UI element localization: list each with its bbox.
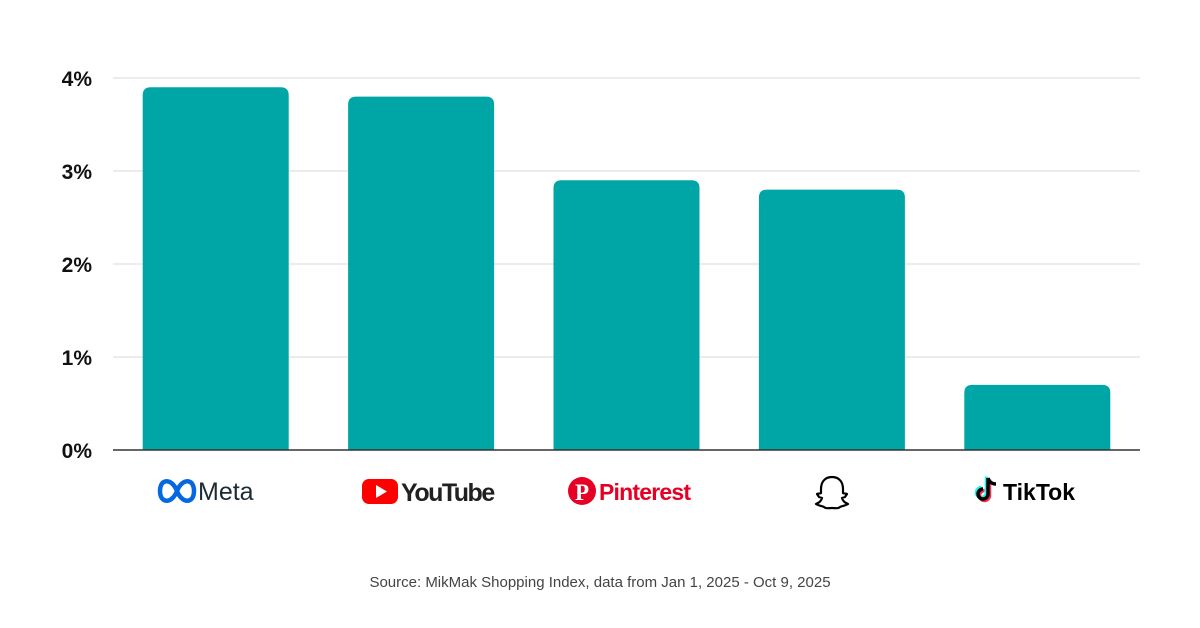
meta-infinity-icon	[157, 479, 197, 503]
snapchat-ghost-icon	[814, 475, 850, 510]
logo-snapchat	[814, 475, 850, 510]
y-tick-label: 3%	[62, 161, 93, 184]
logo-tiktok: TikTok	[974, 476, 1075, 505]
logo-label-youtube: YouTube	[401, 479, 495, 507]
y-tick-label: 4%	[62, 68, 93, 91]
logo-pinterest: P Pinterest	[568, 477, 692, 505]
y-tick-label: 1%	[62, 347, 93, 370]
bar-youtube	[348, 96, 495, 450]
y-axis-ticks: 0% 1% 2% 3% 4%	[62, 68, 93, 463]
logo-youtube: YouTube	[362, 479, 497, 507]
tiktok-note-icon	[974, 476, 997, 503]
logo-label-meta: Meta	[198, 478, 254, 506]
y-tick-label: 0%	[62, 440, 93, 463]
bar-tiktok	[964, 384, 1111, 450]
pinterest-p-letter: P	[575, 480, 589, 505]
bars	[142, 87, 1111, 451]
logo-label-pinterest: Pinterest	[599, 479, 691, 505]
bar-snapchat	[758, 189, 905, 450]
youtube-play-triangle-icon	[376, 485, 387, 498]
bar-pinterest	[553, 180, 700, 451]
bar-meta	[142, 87, 289, 451]
y-tick-label: 2%	[62, 254, 93, 277]
logo-meta: Meta	[157, 478, 254, 506]
logo-label-tiktok: TikTok	[1003, 479, 1075, 505]
source-note: Source: MikMak Shopping Index, data from…	[369, 574, 831, 591]
pinterest-p-icon	[568, 477, 596, 505]
